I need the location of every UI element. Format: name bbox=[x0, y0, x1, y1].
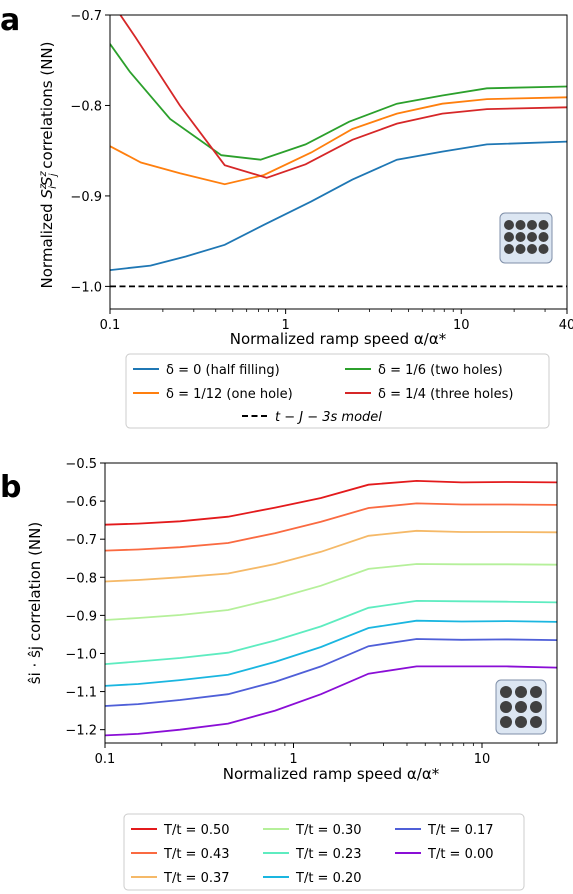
legend-label-b: T/t = 0.30 bbox=[295, 823, 362, 838]
series-line-a-1 bbox=[110, 96, 567, 186]
legend-label-b: T/t = 0.37 bbox=[163, 871, 230, 886]
legend-b: T/t = 0.50 T/t = 0.43 T/t = 0.37 T/t = 0.30… bbox=[123, 813, 525, 891]
lattice-site bbox=[530, 701, 542, 713]
legend-label-b: T/t = 0.17 bbox=[427, 823, 494, 838]
lattice-site bbox=[527, 232, 537, 242]
lattice-site bbox=[504, 220, 514, 230]
legend-label-a: δ = 0 (half filling) bbox=[166, 363, 280, 378]
lattice-site bbox=[530, 716, 542, 728]
lattice-site bbox=[527, 244, 537, 254]
panel-label-a: a bbox=[0, 3, 20, 38]
lattice-site bbox=[500, 686, 512, 698]
plot-frame-a bbox=[109, 14, 568, 310]
lattice-site bbox=[515, 701, 527, 713]
lattice-site bbox=[515, 232, 526, 242]
y-axis-label-b: ŝi · ŝj correlation (NN) bbox=[26, 522, 44, 684]
x-tick-label: 1 bbox=[281, 318, 289, 333]
lattice-site bbox=[504, 232, 514, 242]
series-line-b-4 bbox=[105, 599, 557, 665]
y-tick-label: −0.8 bbox=[65, 571, 97, 586]
lattice-site bbox=[527, 220, 537, 230]
panel-a: a 0.1 1 10 40 −0.7 −0.8 −0.9 −1.0 Normalized r… bbox=[0, 3, 573, 429]
x-tick-label: 1 bbox=[289, 752, 297, 767]
lattice-site bbox=[538, 244, 549, 254]
series-line-b-1 bbox=[105, 502, 557, 552]
y-tick-label: −0.8 bbox=[70, 99, 102, 114]
legend-frame-a bbox=[125, 353, 550, 429]
y-tick-label: −1.0 bbox=[65, 647, 97, 662]
x-tick-label: 0.1 bbox=[100, 318, 121, 333]
y-tick-label: −1.1 bbox=[65, 686, 97, 701]
lattice-site bbox=[500, 716, 512, 728]
y-tick-label: −1.2 bbox=[65, 724, 97, 739]
legend-label-b: T/t = 0.00 bbox=[427, 847, 494, 862]
x-tick-label: 40 bbox=[559, 318, 573, 333]
y-tick-label: −0.6 bbox=[65, 495, 97, 510]
lattice-icon-a bbox=[499, 212, 553, 264]
lattice-site bbox=[500, 701, 512, 713]
lattice-site bbox=[515, 686, 527, 698]
plot-frame-b bbox=[104, 462, 558, 744]
legend-frame-b bbox=[123, 813, 525, 891]
panel-b: b 0.1 1 10 −0.5 −0.6 −0.7 −0.8 −0.9 −1.0 −1.1 −1.… bbox=[0, 457, 558, 891]
y-tick-label: −0.5 bbox=[65, 457, 97, 472]
lattice-site bbox=[515, 244, 526, 254]
lattice-site bbox=[515, 220, 526, 230]
series-line-a-2 bbox=[110, 43, 567, 161]
series-line-a-0 bbox=[110, 140, 567, 271]
legend-label-b: T/t = 0.50 bbox=[163, 823, 230, 838]
legend-label-b: T/t = 0.43 bbox=[163, 847, 230, 862]
y-tick-label: −0.7 bbox=[70, 9, 102, 24]
x-axis-label-b: Normalized ramp speed α/α* bbox=[223, 765, 440, 783]
series-line-b-2 bbox=[105, 529, 557, 583]
series-line-b-5 bbox=[105, 619, 557, 687]
x-tick-label: 10 bbox=[453, 318, 470, 333]
series-line-a-3 bbox=[119, 15, 567, 179]
series-line-b-0 bbox=[105, 479, 557, 526]
lattice-site bbox=[504, 244, 514, 254]
y-tick-label: −0.7 bbox=[65, 533, 97, 548]
legend-label-ref: t − J − 3s model bbox=[275, 410, 382, 425]
legend-label-a: δ = 1/4 (three holes) bbox=[378, 387, 513, 402]
x-axis-label-a: Normalized ramp speed α/α* bbox=[230, 330, 447, 348]
y-tick-label: −1.0 bbox=[70, 280, 102, 295]
lattice-icon-b bbox=[495, 679, 547, 735]
y-tick-label: −0.9 bbox=[65, 609, 97, 624]
legend-label-a: δ = 1/12 (one hole) bbox=[166, 387, 293, 402]
lattice-site bbox=[538, 232, 549, 242]
lattice-site bbox=[538, 220, 549, 230]
legend-label-b: T/t = 0.23 bbox=[295, 847, 362, 862]
y-axis-label-a: Normalized SziSzj correlations (NN) bbox=[38, 42, 59, 289]
series-line-b-6 bbox=[105, 638, 557, 707]
y-tick-label: −0.9 bbox=[70, 190, 102, 205]
x-tick-label: 10 bbox=[474, 752, 491, 767]
legend-label-b: T/t = 0.20 bbox=[295, 871, 362, 886]
panel-label-b: b bbox=[0, 470, 21, 505]
series-line-b-7 bbox=[105, 665, 557, 737]
legend-label-a: δ = 1/6 (two holes) bbox=[378, 363, 503, 378]
lattice-site bbox=[515, 716, 527, 728]
x-tick-label: 0.1 bbox=[95, 752, 116, 767]
lattice-site bbox=[530, 686, 542, 698]
series-line-b-3 bbox=[105, 563, 557, 621]
legend-a: δ = 0 (half filling) δ = 1/12 (one hole) δ… bbox=[125, 353, 550, 429]
